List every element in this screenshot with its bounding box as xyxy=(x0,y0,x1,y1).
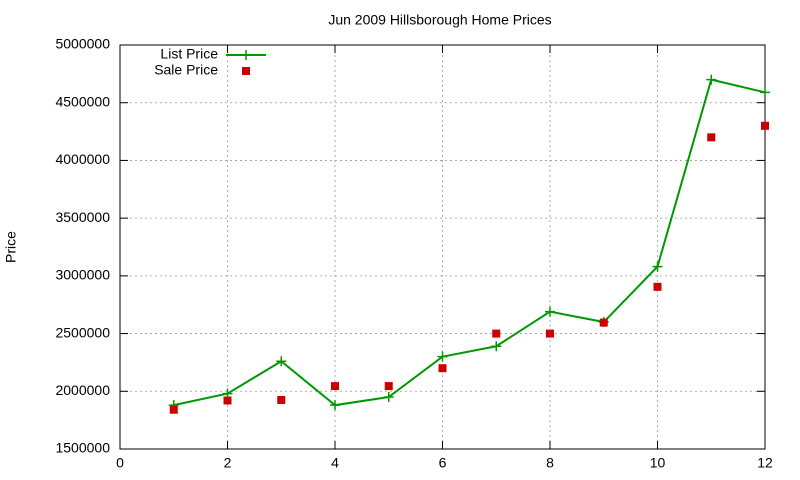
legend-label: Sale Price xyxy=(154,62,218,78)
x-tick-label: 0 xyxy=(116,455,124,471)
point-marker xyxy=(491,341,502,352)
y-axis-label: Price xyxy=(3,231,19,263)
point-marker xyxy=(760,87,770,98)
point-marker xyxy=(652,261,663,272)
x-tick-label: 4 xyxy=(331,455,339,471)
y-tick-label: 3000000 xyxy=(55,267,110,283)
y-tick-label: 4000000 xyxy=(55,151,110,167)
y-tick-label: 3500000 xyxy=(55,209,110,225)
x-tick-label: 2 xyxy=(224,455,232,471)
point-marker xyxy=(761,121,769,130)
point-marker xyxy=(169,405,178,414)
point-marker xyxy=(330,400,340,411)
legend-label: List Price xyxy=(160,46,218,62)
y-tick-label: 4500000 xyxy=(55,93,110,109)
point-marker xyxy=(437,351,448,362)
point-marker xyxy=(384,382,393,391)
point-marker xyxy=(242,67,250,75)
point-marker xyxy=(223,396,232,405)
y-tick-label: 1500000 xyxy=(55,440,110,456)
point-marker xyxy=(277,395,286,404)
x-tick-label: 8 xyxy=(546,455,554,471)
x-tick-label: 12 xyxy=(757,455,773,471)
plot-frame xyxy=(119,44,766,450)
line-series xyxy=(173,78,766,407)
point-marker xyxy=(546,329,554,338)
point-marker xyxy=(707,133,716,142)
point-marker xyxy=(438,364,447,373)
point-marker xyxy=(331,382,339,391)
point-marker xyxy=(241,50,251,60)
x-tick-label: 10 xyxy=(650,455,666,471)
y-tick-label: 2000000 xyxy=(55,382,110,398)
point-marker xyxy=(492,329,501,338)
x-tick-label: 6 xyxy=(439,455,447,471)
y-tick-label: 2500000 xyxy=(55,324,110,340)
chart-title: Jun 2009 Hillsborough Home Prices xyxy=(328,12,551,28)
point-marker xyxy=(706,74,717,85)
point-marker xyxy=(276,356,287,367)
point-marker xyxy=(599,318,608,327)
y-tick-label: 5000000 xyxy=(55,36,110,52)
point-marker xyxy=(545,306,555,317)
point-marker xyxy=(653,282,662,291)
point-marker xyxy=(383,392,394,403)
